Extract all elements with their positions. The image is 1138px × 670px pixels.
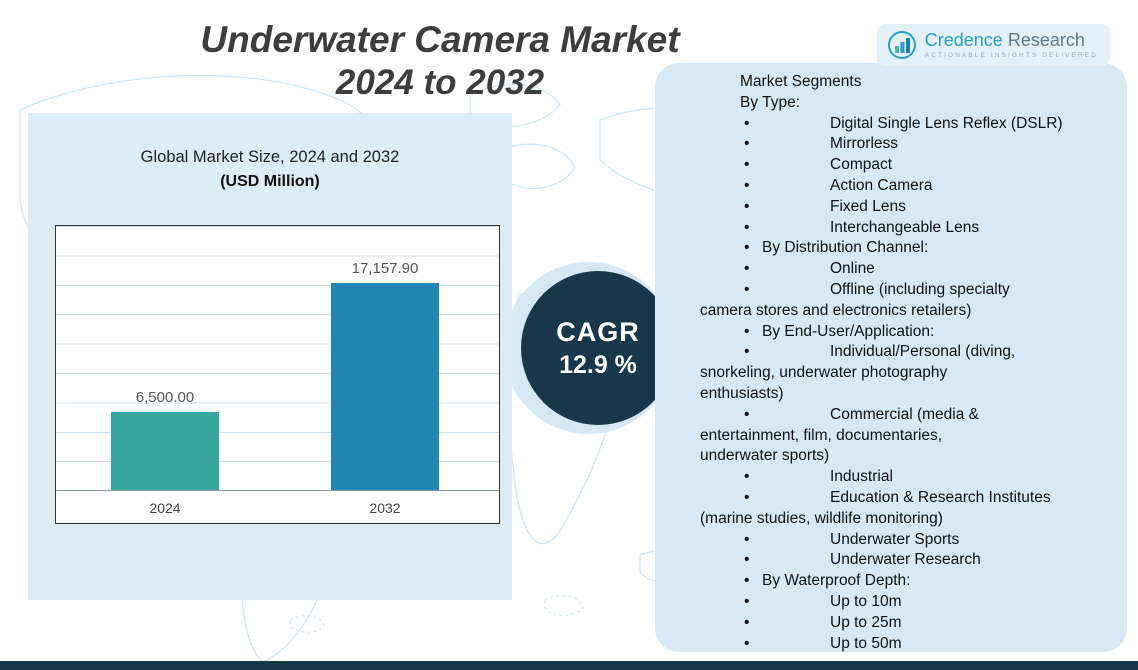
bar-value-label-2032: 17,157.90	[351, 260, 419, 277]
segments-heading: Market Segments	[740, 73, 862, 90]
chart-x-axis-line	[56, 490, 499, 491]
segment-line: Fixed Lens	[700, 197, 1109, 218]
chart-title: Global Market Size, 2024 and 2032	[140, 148, 400, 166]
logo-name-primary: Credence	[924, 30, 1003, 50]
segment-line: underwater sports)	[700, 447, 830, 465]
segment-line: By Waterproof Depth:	[700, 571, 1109, 592]
cagr-value: 12.9 %	[559, 350, 637, 379]
segment-line: Commercial (media &	[700, 405, 1109, 426]
segment-line: By Type:	[740, 93, 801, 111]
page-title: Underwater Camera Market 2024 to 2032	[0, 18, 880, 103]
segment-line: Industrial	[700, 467, 1109, 488]
logo-text: Credence Research Actionable Insights De…	[925, 30, 1098, 59]
bar-value-label-2024: 6,500.00	[135, 389, 195, 406]
segment-line: Underwater Sports	[700, 530, 1109, 551]
cagr-label: CAGR	[556, 316, 640, 347]
segment-line: Up to 50m	[700, 634, 1109, 655]
segment-line: By End-User/Application:	[700, 322, 1109, 343]
logo-name-secondary: Research	[1002, 30, 1085, 50]
segment-line: Offline (including specialty	[700, 280, 1109, 301]
segment-line: Digital Single Lens Reflex (DSLR)	[700, 114, 1109, 135]
bar-2024	[111, 412, 219, 490]
chart-subtitle: (USD Million)	[220, 173, 320, 190]
segment-line: snorkeling, underwater photography	[700, 364, 948, 382]
logo-tagline: Actionable Insights Delivered	[924, 52, 1098, 59]
cagr-badge: CAGR 12.9 %	[521, 271, 675, 425]
logo-name: Credence Research	[925, 30, 1098, 50]
segment-line: Compact	[700, 155, 1109, 176]
segment-line: Up to 10m	[700, 592, 1109, 613]
chart-header: Global Market Size, 2024 and 2032 (USD M…	[28, 148, 512, 191]
segment-line: entertainment, film, documentaries,	[700, 426, 943, 444]
credence-research-logo: Credence Research Actionable Insights De…	[876, 24, 1110, 66]
segment-line: Up to 25m	[700, 613, 1109, 634]
bar-category-label-2024: 2024	[149, 500, 181, 516]
segment-line: Interchangeable Lens	[700, 218, 1109, 239]
title-line-1: Underwater Camera Market	[200, 19, 680, 60]
market-size-chart-panel: Global Market Size, 2024 and 2032 (USD M…	[28, 113, 512, 600]
logo-chart-icon	[887, 31, 916, 59]
segment-line: By Distribution Channel:	[700, 238, 1109, 259]
bar-2032	[331, 283, 439, 490]
segment-line: Action Camera	[700, 176, 1109, 197]
segment-line: (marine studies, wildlife monitoring)	[700, 509, 943, 527]
bar-chart-plot-area: 6,500.00 17,157.90 2024 2032	[55, 225, 500, 524]
bar-category-label-2032: 2032	[369, 500, 401, 516]
segment-line: Underwater Research	[700, 550, 1109, 571]
segment-line: Individual/Personal (diving,	[700, 342, 1109, 363]
title-line-2: 2024 to 2032	[335, 62, 545, 102]
segment-line: Mirrorless	[700, 134, 1109, 155]
segment-line: Online	[700, 259, 1109, 280]
bottom-accent-bar	[0, 661, 1138, 670]
market-segments-panel: Market Segments By Type: Digital Single …	[655, 63, 1127, 655]
segment-line: Education & Research Institutes	[700, 488, 1109, 509]
segment-line: enthusiasts)	[700, 384, 784, 402]
segment-line: camera stores and electronics retailers)	[700, 301, 972, 319]
